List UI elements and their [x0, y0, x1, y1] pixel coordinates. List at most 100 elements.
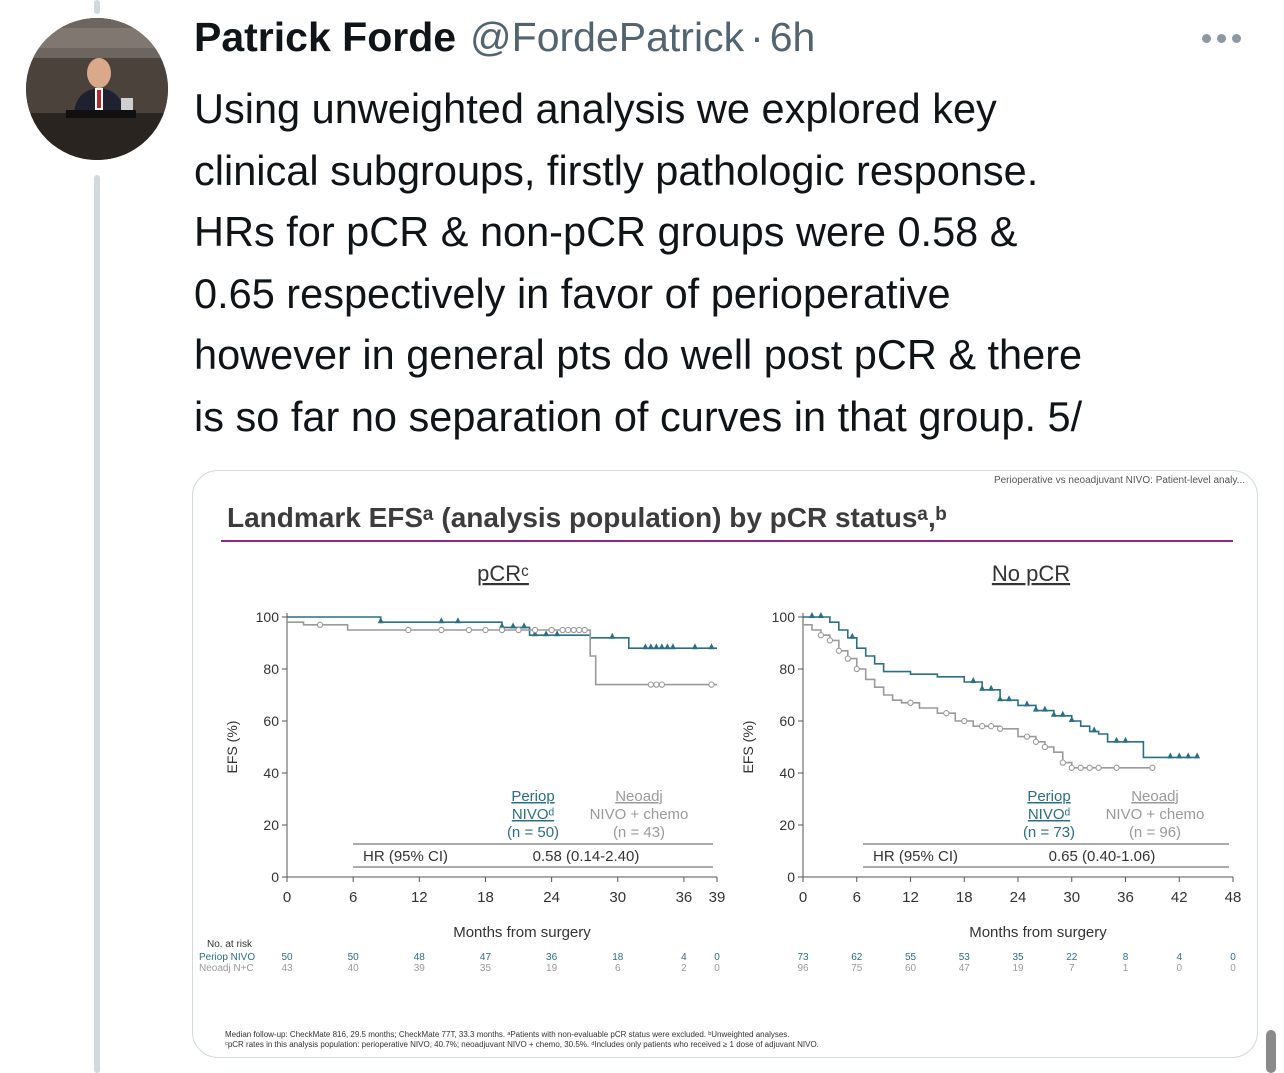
x-tick-label: 24: [543, 889, 560, 906]
slide-title: Landmark EFSᵃ (analysis population) by p…: [227, 502, 947, 533]
series-line: [287, 616, 717, 649]
censor-mark: [1032, 738, 1040, 745]
censor-mark: [1185, 752, 1192, 759]
at-risk-perio-value: 62: [851, 952, 863, 963]
tweet-media-image[interactable]: Perioperative vs neoadjuvant NIVO: Patie…: [192, 470, 1258, 1058]
censor-mark: [581, 626, 588, 634]
censor-mark: [576, 626, 583, 634]
at-risk-neoadj-value: 39: [414, 963, 426, 974]
censor-mark: [1041, 705, 1048, 712]
legend-perio-name: NIVOᵈ: [512, 806, 555, 823]
series-line: [803, 624, 1153, 769]
legend-perio-name: Periop: [511, 788, 554, 805]
censor-mark: [664, 643, 671, 650]
at-risk-perio-value: 0: [714, 952, 720, 963]
at-risk-perio-value: 48: [414, 952, 426, 963]
censor-mark: [1059, 759, 1066, 766]
censor-mark: [465, 626, 473, 634]
censor-mark: [817, 612, 824, 618]
more-options-icon[interactable]: [1202, 26, 1250, 50]
censor-mark: [543, 630, 550, 637]
censor-mark: [1113, 764, 1120, 771]
x-tick-label: 36: [676, 889, 693, 906]
at-risk-perio-value: 0: [1230, 952, 1236, 963]
censor-mark: [531, 626, 539, 634]
tweet-text-line: however in general pts do well post pCR …: [194, 331, 1083, 378]
censor-mark: [515, 626, 522, 634]
censor-mark: [996, 725, 1004, 732]
tweet-text-line: HRs for pCR & non-pCR groups were 0.58 &: [194, 208, 1018, 255]
x-axis-label: Months from surgery: [453, 924, 591, 941]
y-tick-label: 0: [787, 869, 795, 885]
timestamp[interactable]: 6h: [769, 14, 816, 60]
legend-neoadj-n: (n = 96): [1129, 824, 1181, 841]
censor-mark: [1167, 752, 1174, 759]
censor-mark: [1032, 705, 1039, 712]
tweet-text-line: Using unweighted analysis we explored ke…: [194, 85, 997, 132]
x-tick-label: 18: [477, 889, 494, 906]
at-risk-perio-value: 35: [1012, 952, 1024, 963]
x-axis-label: Months from surgery: [969, 924, 1107, 941]
at-risk-perio-value: 47: [480, 952, 492, 963]
at-risk-neoadj-value: 0: [1176, 963, 1182, 974]
censor-mark: [708, 643, 715, 650]
author-name[interactable]: Patrick Forde: [194, 14, 457, 60]
x-tick-label: 48: [1225, 889, 1242, 906]
legend-perio-n: (n = 73): [1023, 824, 1075, 841]
x-tick-label: 39: [709, 889, 726, 906]
y-axis-label: EFS (%): [224, 721, 240, 774]
censor-mark: [482, 626, 489, 634]
censor-mark: [849, 632, 856, 639]
x-tick-label: 12: [411, 889, 428, 906]
x-tick-label: 18: [956, 889, 973, 906]
legend-perio-name: NIVOᵈ: [1028, 806, 1071, 823]
at-risk-neoadj-value: 19: [546, 963, 558, 974]
censor-mark: [658, 681, 666, 688]
censor-mark: [1050, 710, 1057, 717]
at-risk-perio-label: Periop NIVO: [199, 952, 255, 963]
censor-mark: [1023, 700, 1030, 707]
censor-mark: [554, 630, 561, 637]
at-risk-neoadj-value: 75: [851, 963, 863, 974]
avatar[interactable]: [26, 18, 168, 160]
tweet-text: Using unweighted analysis we explored ke…: [194, 78, 1254, 447]
y-tick-label: 60: [263, 713, 279, 729]
tweet-text-line: is so far no separation of curves in tha…: [194, 392, 1083, 440]
censor-mark: [1194, 752, 1201, 759]
censor-mark: [1006, 695, 1013, 702]
censor-mark: [1095, 764, 1102, 771]
y-tick-label: 20: [779, 817, 795, 833]
censor-mark: [499, 622, 505, 629]
at-risk-perio-value: 50: [281, 952, 293, 963]
censor-mark: [438, 617, 445, 624]
author-handle[interactable]: @FordePatrick: [470, 14, 745, 60]
censor-mark: [853, 665, 860, 673]
at-risk-neoadj-value: 19: [1012, 963, 1024, 974]
legend-neoadj-name: NIVO + chemo: [1106, 806, 1205, 823]
scrollbar-thumb[interactable]: [1266, 1030, 1276, 1073]
censor-mark: [1068, 716, 1075, 722]
chart-title: pCRᶜ: [477, 561, 529, 586]
x-tick-label: 30: [1063, 889, 1080, 906]
censor-mark: [844, 655, 851, 662]
at-risk-neoadj-value: 6: [615, 963, 621, 974]
y-tick-label: 20: [263, 817, 279, 833]
at-risk-neoadj-value: 60: [905, 963, 917, 974]
legend-neoadj-name: Neoadj: [1131, 788, 1179, 805]
legend-neoadj-name: Neoadj: [615, 788, 663, 805]
censor-mark: [377, 617, 384, 624]
censor-mark: [708, 681, 715, 688]
y-tick-label: 40: [263, 765, 279, 781]
censor-mark: [653, 643, 660, 650]
censor-mark: [1023, 733, 1031, 740]
censor-mark: [1068, 764, 1075, 771]
censor-mark: [826, 637, 834, 644]
censor-mark: [988, 684, 995, 691]
censor-mark: [1122, 736, 1129, 743]
x-tick-label: 0: [799, 889, 807, 906]
at-risk-perio-value: 4: [681, 952, 687, 963]
chart-title: No pCR: [992, 561, 1070, 586]
at-risk-neoadj-label: Neoadj N+C: [199, 963, 254, 974]
at-risk-neoadj-value: 0: [714, 963, 720, 974]
